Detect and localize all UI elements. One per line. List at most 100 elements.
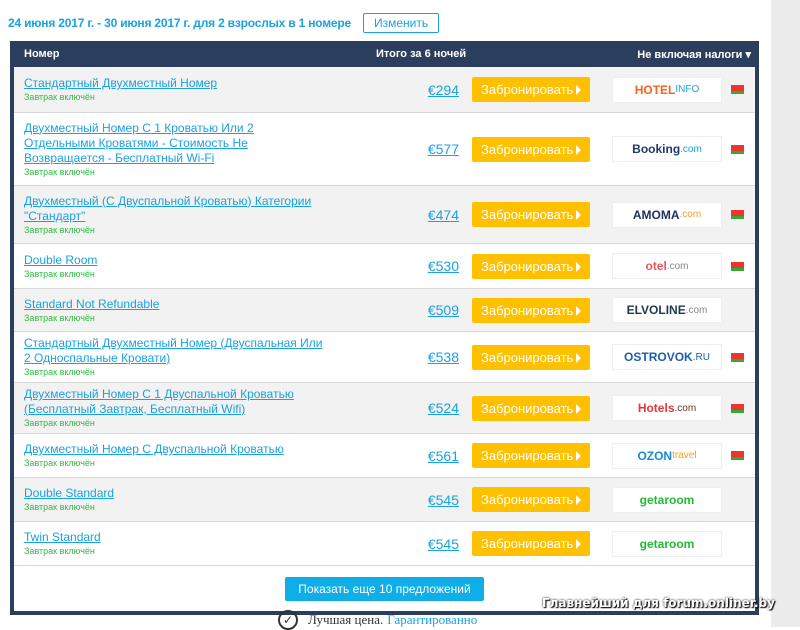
table-row: Двухместный Номер С Двуспальной Кроватью… [14, 434, 755, 478]
book-label: Забронировать [481, 207, 574, 222]
book-button[interactable]: Забронировать [472, 395, 590, 421]
room-name-link[interactable]: Двухместный Номер С 1 Кроватью Или 2 Отд… [24, 120, 254, 165]
room-name-link[interactable]: Double Room [24, 252, 98, 267]
price-link[interactable]: €509 [427, 302, 459, 318]
breakfast-included: Завтрак включён [24, 502, 95, 512]
provider-logo[interactable]: OZON travel [612, 442, 722, 469]
room-info: Стандартный Двухместный Номер Завтрак вк… [24, 76, 324, 103]
belarus-flag-icon [731, 210, 744, 219]
provider-logo[interactable]: HOTEL INFO [612, 76, 722, 103]
table-row: Двухместный Номер С 1 Двуспальной Кроват… [14, 383, 755, 434]
provider-logo[interactable]: AMOMA .com [612, 201, 722, 228]
room-info: Двухместный (С Двуспальной Кроватью) Кат… [24, 194, 324, 236]
best-price-note: ✓ Лучшая цена. Гарантированно [278, 610, 477, 630]
book-button[interactable]: Забронировать [472, 531, 590, 556]
book-button[interactable]: Забронировать [472, 202, 590, 227]
search-summary: 24 июня 2017 г. - 30 июня 2017 г. для 2 … [8, 13, 440, 33]
room-info: Двухместный Номер С 1 Кроватью Или 2 Отд… [24, 121, 324, 178]
guarantee-link[interactable]: Гарантированно [387, 612, 478, 627]
offers-table: Номер Итого за 6 ночей Не включая налоги… [10, 41, 759, 615]
book-button[interactable]: Забронировать [472, 77, 590, 102]
book-button[interactable]: Забронировать [472, 487, 590, 512]
book-label: Забронировать [481, 82, 574, 97]
belarus-flag-icon [731, 352, 744, 362]
room-name-link[interactable]: Стандартный Двухместный Номер [24, 76, 218, 90]
price-link[interactable]: €561 [427, 447, 459, 464]
logo-part: ELVOLINE [626, 303, 686, 317]
room-info: Double Room Завтрак включён [24, 253, 324, 280]
book-label: Забронировать [481, 492, 574, 507]
book-label: Забронировать [481, 302, 574, 318]
room-name-link[interactable]: Двухместный (С Двуспальной Кроватью) Кат… [24, 193, 312, 223]
room-name-link[interactable]: Двухместный Номер С Двуспальной Кроватью [24, 442, 284, 456]
provider-logo[interactable]: ELVOLINE .com [612, 297, 722, 323]
arrow-right-icon [576, 210, 581, 220]
breakfast-included: Завтрак включён [24, 367, 95, 377]
book-label: Забронировать [481, 536, 574, 551]
logo-part: .RU [692, 351, 710, 363]
book-button[interactable]: Забронировать [472, 253, 590, 279]
price-link[interactable]: €530 [427, 258, 459, 274]
provider-logo[interactable]: Hotels .com [612, 395, 722, 421]
belarus-flag-icon [731, 261, 744, 271]
provider-logo[interactable]: getaroom [612, 530, 722, 557]
room-name-link[interactable]: Standard Not Refundable [24, 296, 160, 311]
book-button[interactable]: Забронировать [472, 297, 590, 323]
room-name-link[interactable]: Двухместный Номер С 1 Двуспальной Кроват… [24, 387, 294, 416]
room-info: Twin Standard Завтрак включён [24, 530, 324, 557]
price-link[interactable]: €545 [427, 535, 459, 552]
room-info: Двухместный Номер С Двуспальной Кроватью… [24, 442, 324, 469]
book-label: Забронировать [481, 349, 574, 365]
belarus-flag-icon [731, 403, 744, 413]
table-row: Double Standard Завтрак включён €545 Заб… [14, 478, 755, 522]
tax-dropdown[interactable]: Не включая налоги ▾ [637, 48, 751, 61]
arrow-right-icon [576, 403, 581, 414]
book-button[interactable]: Забронировать [472, 344, 590, 370]
price-link[interactable]: €474 [427, 206, 459, 223]
book-button[interactable]: Забронировать [472, 136, 590, 162]
logo-part: OSTROVOK [624, 350, 693, 364]
col-total: Итого за 6 ночей [376, 48, 467, 60]
logo-part: .com [679, 209, 702, 220]
logo-part: .com [685, 304, 708, 316]
arrow-right-icon [576, 539, 581, 549]
col-room: Номер [24, 48, 60, 60]
breakfast-included: Завтрак включён [24, 546, 95, 556]
book-label: Забронировать [481, 400, 574, 416]
breakfast-included: Завтрак включён [24, 166, 95, 177]
provider-logo[interactable]: getaroom [612, 486, 722, 513]
table-row: Twin Standard Завтрак включён €545 Забро… [14, 522, 755, 566]
room-name-link[interactable]: Double Standard [24, 486, 115, 500]
price-link[interactable]: €577 [427, 141, 459, 157]
provider-logo[interactable]: otel .com [612, 253, 722, 279]
breakfast-included: Завтрак включён [24, 458, 95, 468]
table-row: Стандартный Двухместный Номер Завтрак вк… [14, 67, 755, 113]
book-button[interactable]: Забронировать [472, 443, 590, 468]
logo-part: getaroom [639, 536, 695, 551]
show-more-button[interactable]: Показать еще 10 предложений [285, 576, 484, 601]
provider-logo[interactable]: Booking .com [612, 136, 722, 162]
logo-part: HOTEL [634, 82, 676, 97]
change-search-button[interactable]: Изменить [362, 13, 440, 33]
best-price-text: Лучшая цена. [308, 612, 384, 627]
arrow-right-icon [576, 261, 581, 272]
room-name-link[interactable]: Twin Standard [24, 530, 101, 544]
search-dates: 24 июня 2017 г. - 30 июня 2017 г. для 2 … [8, 16, 351, 30]
breakfast-included: Завтрак включён [24, 224, 95, 235]
breakfast-included: Завтрак включён [24, 268, 95, 279]
price-link[interactable]: €545 [427, 491, 459, 508]
price-link[interactable]: €294 [427, 81, 459, 98]
logo-part: AMOMA [632, 207, 680, 222]
provider-logo[interactable]: OSTROVOK .RU [612, 344, 722, 370]
logo-part: Hotels [637, 401, 675, 415]
arrow-right-icon [576, 451, 581, 461]
check-circle-icon: ✓ [278, 610, 298, 630]
logo-part: .com [680, 143, 702, 155]
room-name-link[interactable]: Стандартный Двухместный Номер (Двуспальн… [24, 336, 323, 365]
table-header: Номер Итого за 6 ночей Не включая налоги… [14, 41, 755, 67]
arrow-right-icon [576, 495, 581, 505]
price-link[interactable]: €524 [427, 400, 459, 416]
price-link[interactable]: €538 [427, 349, 459, 365]
offers-list: Стандартный Двухместный Номер Завтрак вк… [14, 67, 755, 566]
logo-part: .com [666, 260, 689, 272]
